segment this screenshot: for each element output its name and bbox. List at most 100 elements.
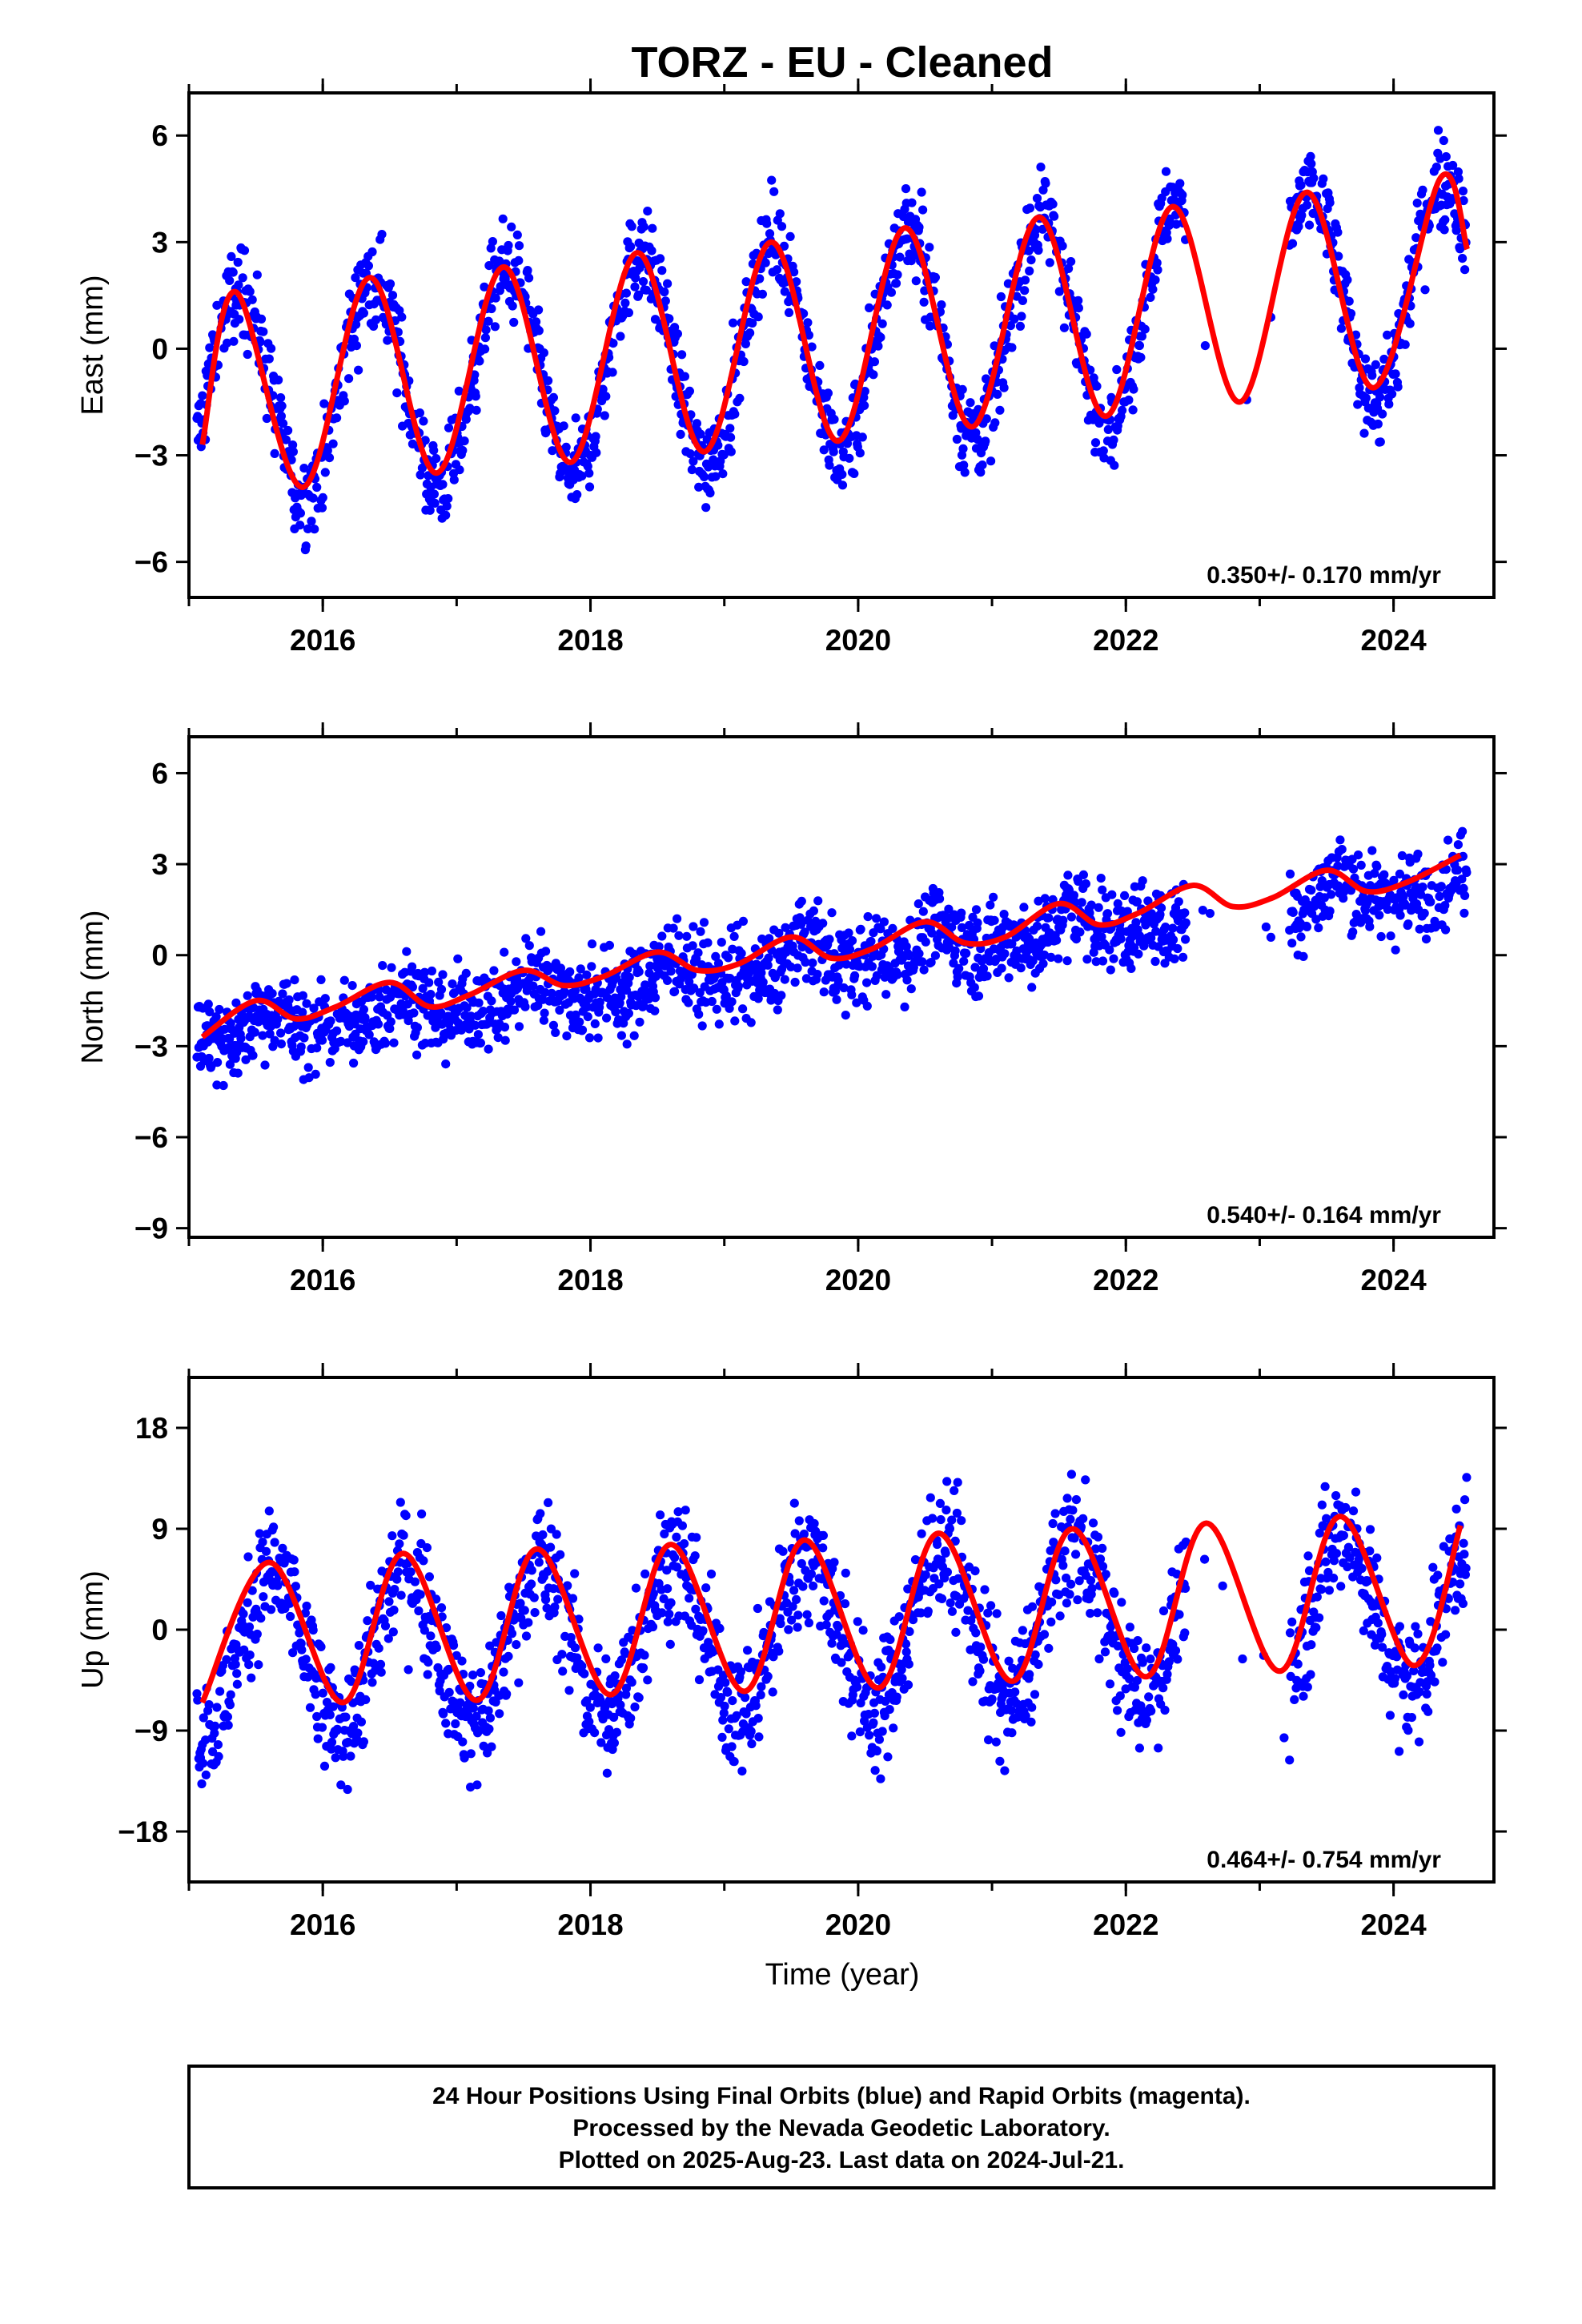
up-data-point: [222, 1655, 231, 1664]
up-data-point: [1044, 1643, 1054, 1653]
up-data-point: [643, 1675, 652, 1685]
north-data-point: [986, 900, 995, 910]
north-data-point: [902, 975, 912, 985]
up-data-point: [827, 1638, 837, 1648]
up-data-point: [341, 1712, 351, 1722]
up-data-point: [1460, 1570, 1470, 1579]
north-data-point: [721, 991, 731, 1001]
east-data-point: [524, 273, 534, 283]
figure-title: TORZ - EU - Cleaned: [631, 38, 1053, 86]
up-data-point: [1462, 1473, 1472, 1482]
north-data-point: [926, 958, 936, 967]
east-data-point: [444, 494, 453, 504]
up-data-point: [1154, 1743, 1163, 1753]
north-data-point: [1094, 903, 1103, 912]
north-data-point: [265, 1029, 275, 1039]
up-data-point: [946, 1598, 955, 1608]
north-data-point: [276, 1028, 286, 1038]
east-data-point: [1448, 160, 1458, 171]
up-data-point: [256, 1614, 266, 1623]
north-data-point: [587, 962, 596, 971]
up-data-point: [968, 1677, 978, 1687]
east-data-point: [825, 460, 834, 470]
up-data-point: [935, 1498, 945, 1508]
east-data-point: [699, 472, 709, 482]
up-data-point: [388, 1627, 398, 1637]
up-data-point: [626, 1713, 636, 1723]
north-data-point: [233, 1068, 243, 1078]
east-data-point: [243, 349, 252, 360]
up-data-point: [305, 1703, 315, 1712]
north-data-point: [1416, 890, 1426, 899]
up-data-point: [1047, 1597, 1057, 1607]
up-data-point: [311, 1690, 320, 1699]
up-data-point: [1407, 1713, 1416, 1723]
east-y-tick-label: 6: [151, 119, 168, 152]
up-data-point: [1395, 1622, 1404, 1631]
east-data-point: [719, 450, 729, 460]
east-data-point: [577, 471, 587, 481]
up-data-point: [877, 1663, 886, 1672]
north-data-point: [781, 923, 790, 932]
east-data-point: [571, 413, 580, 423]
north-data-point: [360, 1013, 370, 1023]
up-data-point: [953, 1478, 962, 1487]
north-data-point: [448, 979, 457, 989]
up-data-point: [1093, 1608, 1102, 1618]
up-data-point: [673, 1507, 683, 1517]
north-data-point: [484, 1044, 493, 1054]
north-data-point: [809, 906, 819, 915]
north-rate-label: 0.540+/- 0.164 mm/yr: [1207, 1202, 1441, 1228]
up-data-point: [869, 1718, 878, 1727]
east-data-point: [1103, 424, 1113, 435]
north-data-point: [1395, 911, 1405, 920]
up-data-point: [609, 1712, 619, 1722]
north-data-point: [1375, 911, 1384, 920]
north-data-point: [309, 1003, 319, 1013]
north-data-point: [1299, 951, 1308, 961]
east-data-point: [432, 454, 441, 464]
north-data-point: [577, 1025, 588, 1035]
north-y-tick-label: 3: [151, 848, 168, 881]
up-data-point: [417, 1509, 427, 1519]
up-data-point: [258, 1538, 267, 1547]
up-data-point: [1200, 1554, 1210, 1564]
north-data-point: [1097, 932, 1106, 942]
up-data-point: [343, 1784, 352, 1795]
north-data-point: [593, 1033, 603, 1043]
up-data-point: [1138, 1658, 1147, 1667]
north-data-point: [219, 1080, 228, 1091]
north-data-point: [1399, 892, 1408, 902]
north-data-point: [203, 1021, 212, 1031]
up-data-point: [308, 1625, 318, 1635]
east-data-point: [777, 222, 787, 231]
north-data-point: [1458, 826, 1468, 836]
east-data-point: [229, 336, 239, 346]
north-data-point: [1066, 912, 1076, 922]
north-data-point: [1348, 927, 1358, 937]
north-data-point: [528, 981, 538, 991]
up-data-point: [524, 1618, 533, 1627]
east-data-point: [1456, 244, 1465, 254]
east-x-tick-label: 2018: [557, 624, 623, 657]
up-data-point: [743, 1646, 753, 1655]
east-data-point: [267, 344, 276, 353]
up-data-point: [301, 1655, 311, 1664]
up-data-point: [910, 1555, 921, 1565]
east-data-point: [454, 386, 464, 396]
east-data-point: [247, 295, 257, 304]
north-data-point: [434, 977, 444, 987]
north-data-point: [1113, 899, 1122, 908]
up-data-point: [484, 1706, 493, 1715]
east-data-point: [705, 489, 715, 498]
east-data-point: [982, 414, 991, 424]
north-data-point: [1348, 864, 1359, 874]
east-data-point: [1090, 438, 1101, 448]
east-data-point: [616, 332, 625, 341]
up-data-point: [346, 1751, 355, 1761]
north-data-point: [1180, 908, 1190, 918]
north-data-point: [839, 983, 849, 993]
up-data-point: [1363, 1576, 1373, 1586]
up-data-point: [1068, 1506, 1078, 1515]
east-data-point: [1359, 428, 1369, 438]
